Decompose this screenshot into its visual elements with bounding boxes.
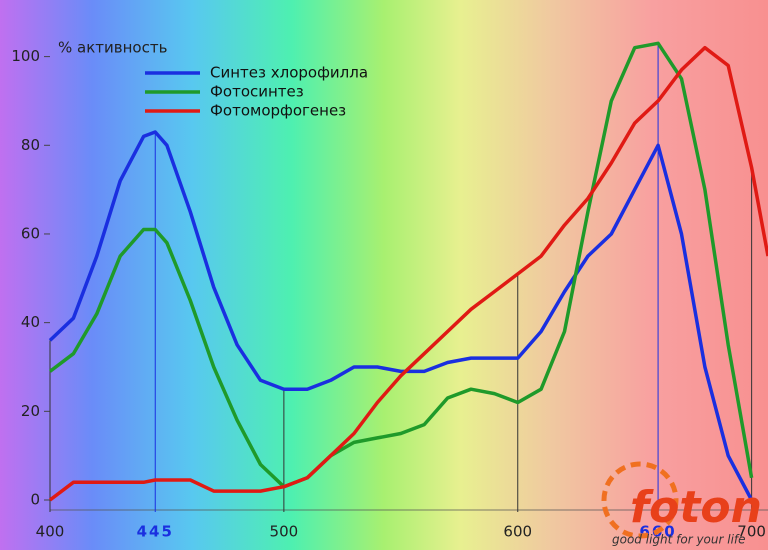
y-tick-label: 0 — [30, 491, 40, 509]
y-tick-label: 40 — [21, 313, 40, 331]
logo: foton good light for your life — [601, 461, 762, 547]
legend-label: Фотоморфогенез — [210, 102, 346, 120]
y-tick-label: 80 — [21, 136, 40, 154]
legend-label: Синтез хлорофилла — [210, 64, 368, 82]
logo-text: foton — [630, 482, 762, 533]
x-tick-label: 400 — [36, 523, 65, 541]
x-tick-label: 500 — [270, 523, 299, 541]
x-tick-label: 700 — [737, 523, 766, 541]
series-line — [48, 130, 754, 501]
y-axis-label: % активность — [58, 39, 167, 57]
x-tick-label: 445 — [137, 523, 174, 541]
x-tick-label: 600 — [503, 523, 532, 541]
logo-tagline: good light for your life — [612, 533, 746, 547]
y-tick-label: 100 — [11, 47, 40, 65]
y-tick-label: 60 — [21, 224, 40, 242]
logo-ring — [601, 461, 679, 539]
series-line — [48, 45, 768, 502]
series-line — [48, 41, 754, 489]
y-tick-label: 20 — [21, 402, 40, 420]
legend-label: Фотосинтез — [210, 83, 304, 101]
